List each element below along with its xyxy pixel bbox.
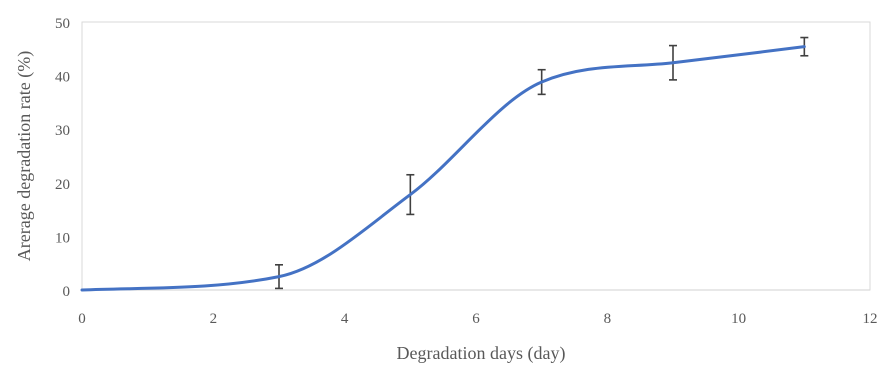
y-tick-label: 0 (63, 284, 71, 300)
x-tick-label: 2 (210, 311, 218, 327)
tick-labels: 0 2 4 6 8 10 12 0 10 20 30 40 50 (55, 16, 878, 327)
x-tick-label: 10 (731, 311, 746, 327)
y-axis-title: Arerage degradation rate (%) (14, 51, 35, 261)
series-lines (80, 45, 806, 292)
x-tick-label: 0 (78, 311, 86, 327)
y-tick-label: 30 (55, 123, 70, 139)
axes (81, 21, 871, 291)
error-bars (275, 36, 809, 290)
plot-area-border (81, 21, 871, 291)
y-tick-label: 40 (55, 70, 70, 86)
x-tick-label: 12 (863, 311, 878, 327)
y-tick-label: 10 (55, 230, 70, 246)
series-line (80, 45, 806, 292)
y-tick-label: 50 (55, 16, 70, 32)
x-tick-label: 8 (604, 311, 612, 327)
y-tick-label: 20 (55, 177, 70, 193)
x-axis-title: Degradation days (day) (397, 343, 566, 364)
x-tick-label: 6 (472, 311, 480, 327)
x-tick-label: 4 (341, 311, 349, 327)
